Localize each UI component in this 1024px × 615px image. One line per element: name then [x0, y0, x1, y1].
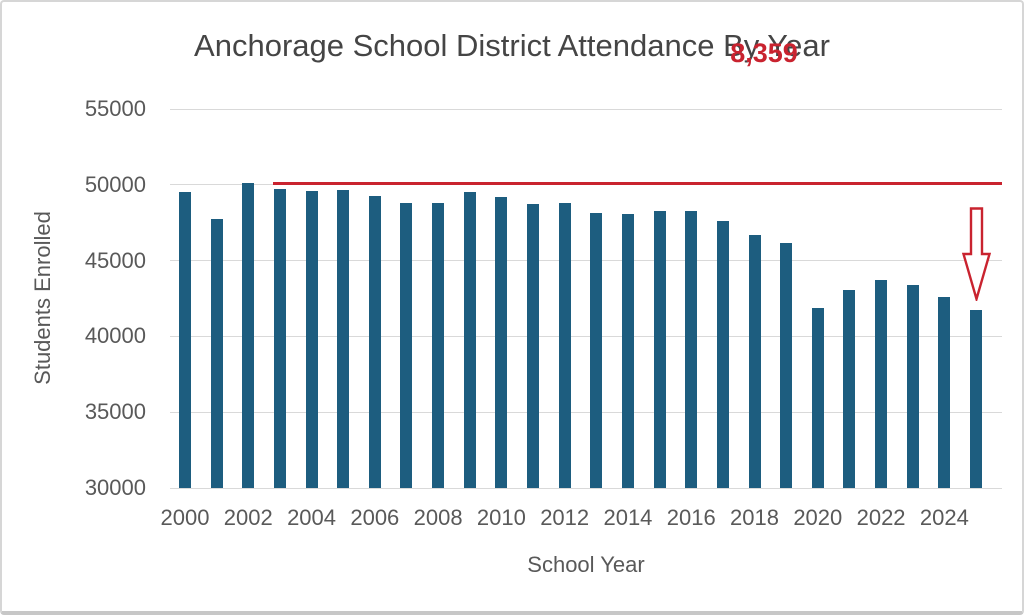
bar-2004: [305, 190, 318, 488]
bar-2012: [558, 202, 571, 488]
y-axis-tick-labels: 55000 50000 45000 40000 35000 30000: [2, 96, 152, 500]
gridline-50000: [170, 184, 1002, 186]
bar-2008: [432, 202, 445, 488]
bar-2018: [748, 234, 761, 488]
bar-2017: [716, 221, 729, 488]
bar-2016: [685, 211, 698, 488]
bar-2009: [463, 191, 476, 488]
bar-2011: [527, 203, 540, 488]
xtick-label-2000: 2000: [160, 505, 210, 530]
gridline-45000: [170, 260, 1002, 262]
xtick-label-2024: 2024: [919, 505, 969, 530]
xtick-label-2014: 2014: [603, 505, 653, 530]
xtick-label-2018: 2018: [730, 505, 779, 530]
bar-2013: [590, 212, 603, 488]
x-axis-title: School Year: [527, 552, 645, 577]
peak-reference-line: [272, 181, 1002, 185]
bar-2010: [495, 196, 508, 488]
bar-2014: [621, 213, 634, 488]
ytick-label: 40000: [84, 323, 146, 349]
bar-2002: [242, 183, 255, 488]
chart-title: Anchorage School District Attendance By …: [194, 28, 830, 63]
xtick-label-2022: 2022: [856, 505, 906, 530]
xtick-label-2016: 2016: [666, 505, 716, 530]
ytick-label: 50000: [84, 171, 146, 197]
xtick-label-2020: 2020: [793, 505, 843, 530]
bar-2023: [906, 284, 919, 488]
annotation-value: 8,359: [730, 38, 798, 68]
ytick-label: 55000: [84, 96, 146, 121]
gridline-55000: [170, 108, 1002, 110]
bar-2015: [653, 210, 666, 488]
bar-2022: [875, 279, 888, 488]
bar-2006: [368, 196, 381, 488]
x-axis-tick-labels: 2000 2002 2004 2006 2008 2010 2012 2014 2016 2018…: [161, 505, 1002, 535]
xtick-label-2004: 2004: [287, 505, 337, 530]
bar-2005: [337, 190, 350, 488]
gridline-35000: [170, 411, 1002, 413]
bar-2025: [970, 310, 982, 488]
gridline-40000: [170, 335, 1002, 337]
ytick-label: 45000: [84, 247, 146, 273]
bar-2019: [780, 243, 793, 488]
bar-2020: [811, 307, 824, 488]
ytick-label: 30000: [84, 475, 146, 500]
gridline-30000: [170, 487, 1002, 489]
bar-2024: [938, 296, 951, 488]
ytick-label: 35000: [84, 399, 146, 425]
xtick-label-2010: 2010: [476, 505, 526, 530]
xtick-label-2002: 2002: [223, 505, 273, 530]
xtick-label-2008: 2008: [413, 505, 463, 530]
bar-2021: [843, 290, 856, 488]
bar-2000: [179, 192, 191, 488]
bar-2001: [210, 218, 223, 488]
xtick-label-2012: 2012: [540, 505, 590, 530]
bar-2007: [400, 202, 413, 488]
xtick-label-2006: 2006: [350, 505, 400, 530]
bar-2003: [273, 188, 286, 488]
decline-arrow-icon: [961, 207, 991, 301]
plot-area: [170, 108, 1002, 489]
